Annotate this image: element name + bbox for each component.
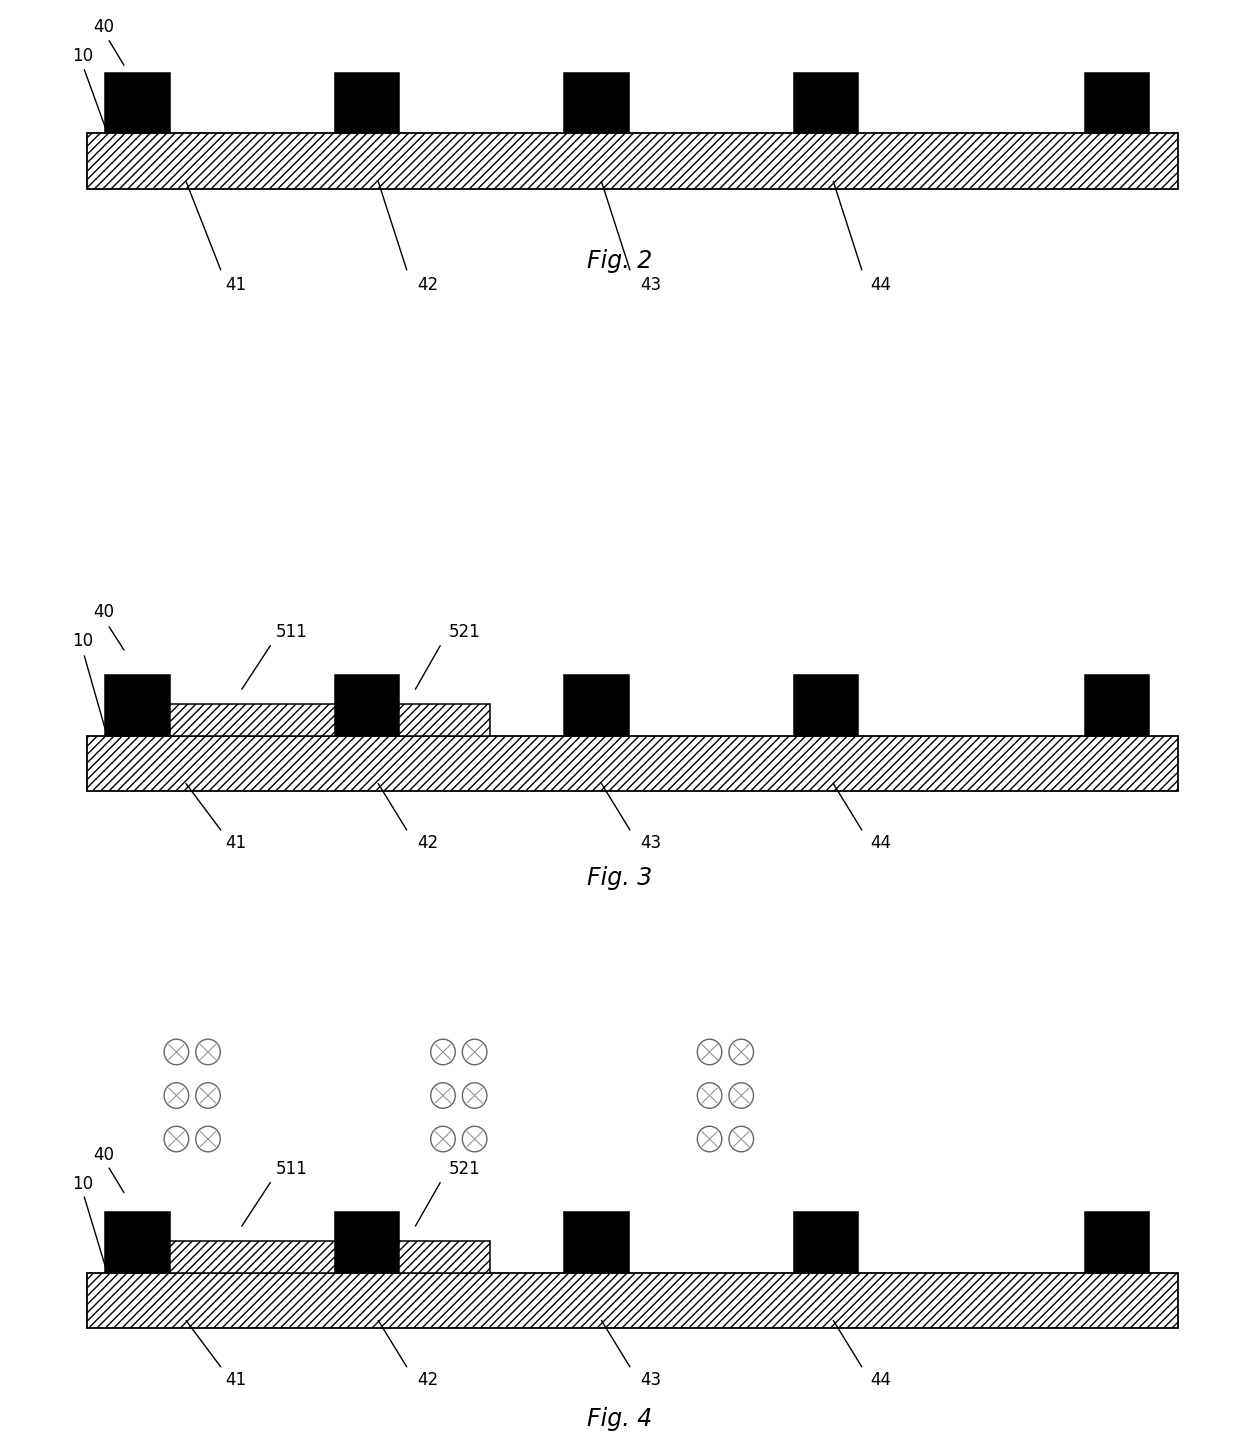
Text: 521: 521	[449, 1161, 481, 1178]
Text: 511: 511	[275, 624, 308, 641]
Ellipse shape	[729, 1039, 754, 1065]
Ellipse shape	[463, 1126, 487, 1152]
Text: 41: 41	[224, 276, 247, 293]
Ellipse shape	[463, 1039, 487, 1065]
Text: Fig. 4: Fig. 4	[588, 1407, 652, 1431]
Bar	[87, 133, 1178, 189]
Bar	[335, 73, 399, 133]
Bar	[112, 1241, 490, 1273]
Ellipse shape	[729, 1082, 754, 1109]
Text: 10: 10	[72, 1175, 93, 1193]
Text: 41: 41	[224, 834, 247, 852]
Bar	[112, 704, 490, 736]
Bar	[564, 73, 629, 133]
Text: 44: 44	[870, 1371, 890, 1389]
Ellipse shape	[196, 1126, 221, 1152]
Text: 10: 10	[72, 633, 93, 650]
Text: 44: 44	[870, 276, 890, 293]
Text: 42: 42	[417, 276, 439, 293]
Text: Fig. 3: Fig. 3	[588, 866, 652, 889]
Bar	[87, 736, 1178, 791]
Text: 40: 40	[93, 1146, 114, 1164]
Ellipse shape	[697, 1082, 722, 1109]
Ellipse shape	[430, 1039, 455, 1065]
Text: Fig. 2: Fig. 2	[588, 250, 652, 273]
Bar	[1085, 73, 1149, 133]
Text: 42: 42	[417, 1371, 439, 1389]
Text: 43: 43	[640, 276, 662, 293]
Ellipse shape	[697, 1039, 722, 1065]
Bar	[1085, 1212, 1149, 1273]
Text: 10: 10	[72, 48, 93, 65]
Text: 43: 43	[640, 1371, 662, 1389]
Bar	[335, 1212, 399, 1273]
Ellipse shape	[196, 1039, 221, 1065]
Bar	[564, 675, 629, 736]
Bar	[105, 73, 170, 133]
Ellipse shape	[164, 1126, 188, 1152]
Bar	[105, 1212, 170, 1273]
Ellipse shape	[430, 1082, 455, 1109]
Ellipse shape	[697, 1126, 722, 1152]
Bar	[794, 1212, 858, 1273]
Text: 521: 521	[449, 624, 481, 641]
Text: 42: 42	[417, 834, 439, 852]
Bar	[794, 73, 858, 133]
Ellipse shape	[463, 1082, 487, 1109]
Bar	[794, 675, 858, 736]
Bar	[105, 675, 170, 736]
Text: 44: 44	[870, 834, 890, 852]
Text: 43: 43	[640, 834, 662, 852]
Ellipse shape	[164, 1039, 188, 1065]
Text: 40: 40	[93, 604, 114, 621]
Bar	[564, 1212, 629, 1273]
Ellipse shape	[729, 1126, 754, 1152]
Text: 41: 41	[224, 1371, 247, 1389]
Bar	[1085, 675, 1149, 736]
Ellipse shape	[196, 1082, 221, 1109]
Ellipse shape	[164, 1082, 188, 1109]
Ellipse shape	[430, 1126, 455, 1152]
Bar	[87, 1273, 1178, 1328]
Text: 40: 40	[93, 19, 114, 36]
Bar	[335, 675, 399, 736]
Text: 511: 511	[275, 1161, 308, 1178]
